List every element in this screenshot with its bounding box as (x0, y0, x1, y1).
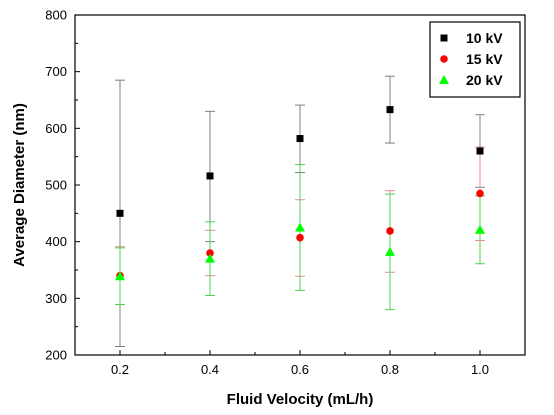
x-axis-title: Fluid Velocity (mL/h) (227, 391, 374, 408)
y-tick-label: 800 (45, 8, 67, 23)
y-tick-label: 400 (45, 234, 67, 249)
data-point-10-kv (296, 135, 304, 143)
data-point-10-kv (206, 172, 214, 180)
x-tick-label: 0.4 (201, 362, 219, 377)
data-point-20-kv (205, 253, 215, 263)
y-tick-label: 200 (45, 348, 67, 363)
error-bars-layer (115, 75, 485, 347)
y-tick-label: 700 (45, 64, 67, 79)
data-point-15-kv (296, 233, 304, 242)
x-tick-label: 0.8 (381, 362, 399, 377)
legend-label-20-kv: 20 kV (466, 72, 503, 88)
ticks-layer: 0.2 0.4 0.6 0.8 1.0 200 300 400 500 600 700 800 (45, 8, 489, 378)
legend-label-10-kv: 10 kV (466, 30, 503, 46)
data-point-15-kv (206, 249, 214, 257)
y-tick-label: 500 (45, 178, 67, 193)
data-point-20-kv (115, 271, 125, 281)
data-point-10-kv (476, 147, 484, 155)
legend-marker-20-kv (439, 75, 449, 84)
legend: 10 kV 15 kV 20 kV (429, 21, 521, 98)
legend-marker-15-kv (440, 55, 448, 63)
x-tick-label: 0.6 (291, 362, 309, 377)
legend-label-15-kv: 15 kV (466, 51, 503, 67)
data-point-15-kv (386, 227, 394, 235)
x-tick-label: 1.0 (471, 362, 489, 377)
markers-layer (115, 106, 485, 281)
y-tick-label: 300 (45, 291, 67, 306)
data-point-20-kv (385, 246, 395, 256)
y-tick-label: 600 (45, 121, 67, 136)
data-point-20-kv (475, 224, 485, 234)
data-point-10-kv (386, 106, 394, 114)
x-tick-label: 0.2 (111, 362, 129, 377)
data-point-10-kv (116, 209, 124, 217)
legend-marker-10-kv (440, 34, 448, 42)
data-point-20-kv (295, 222, 305, 232)
y-axis-title: Average Diameter (nm) (11, 103, 28, 267)
data-point-15-kv (476, 189, 484, 198)
